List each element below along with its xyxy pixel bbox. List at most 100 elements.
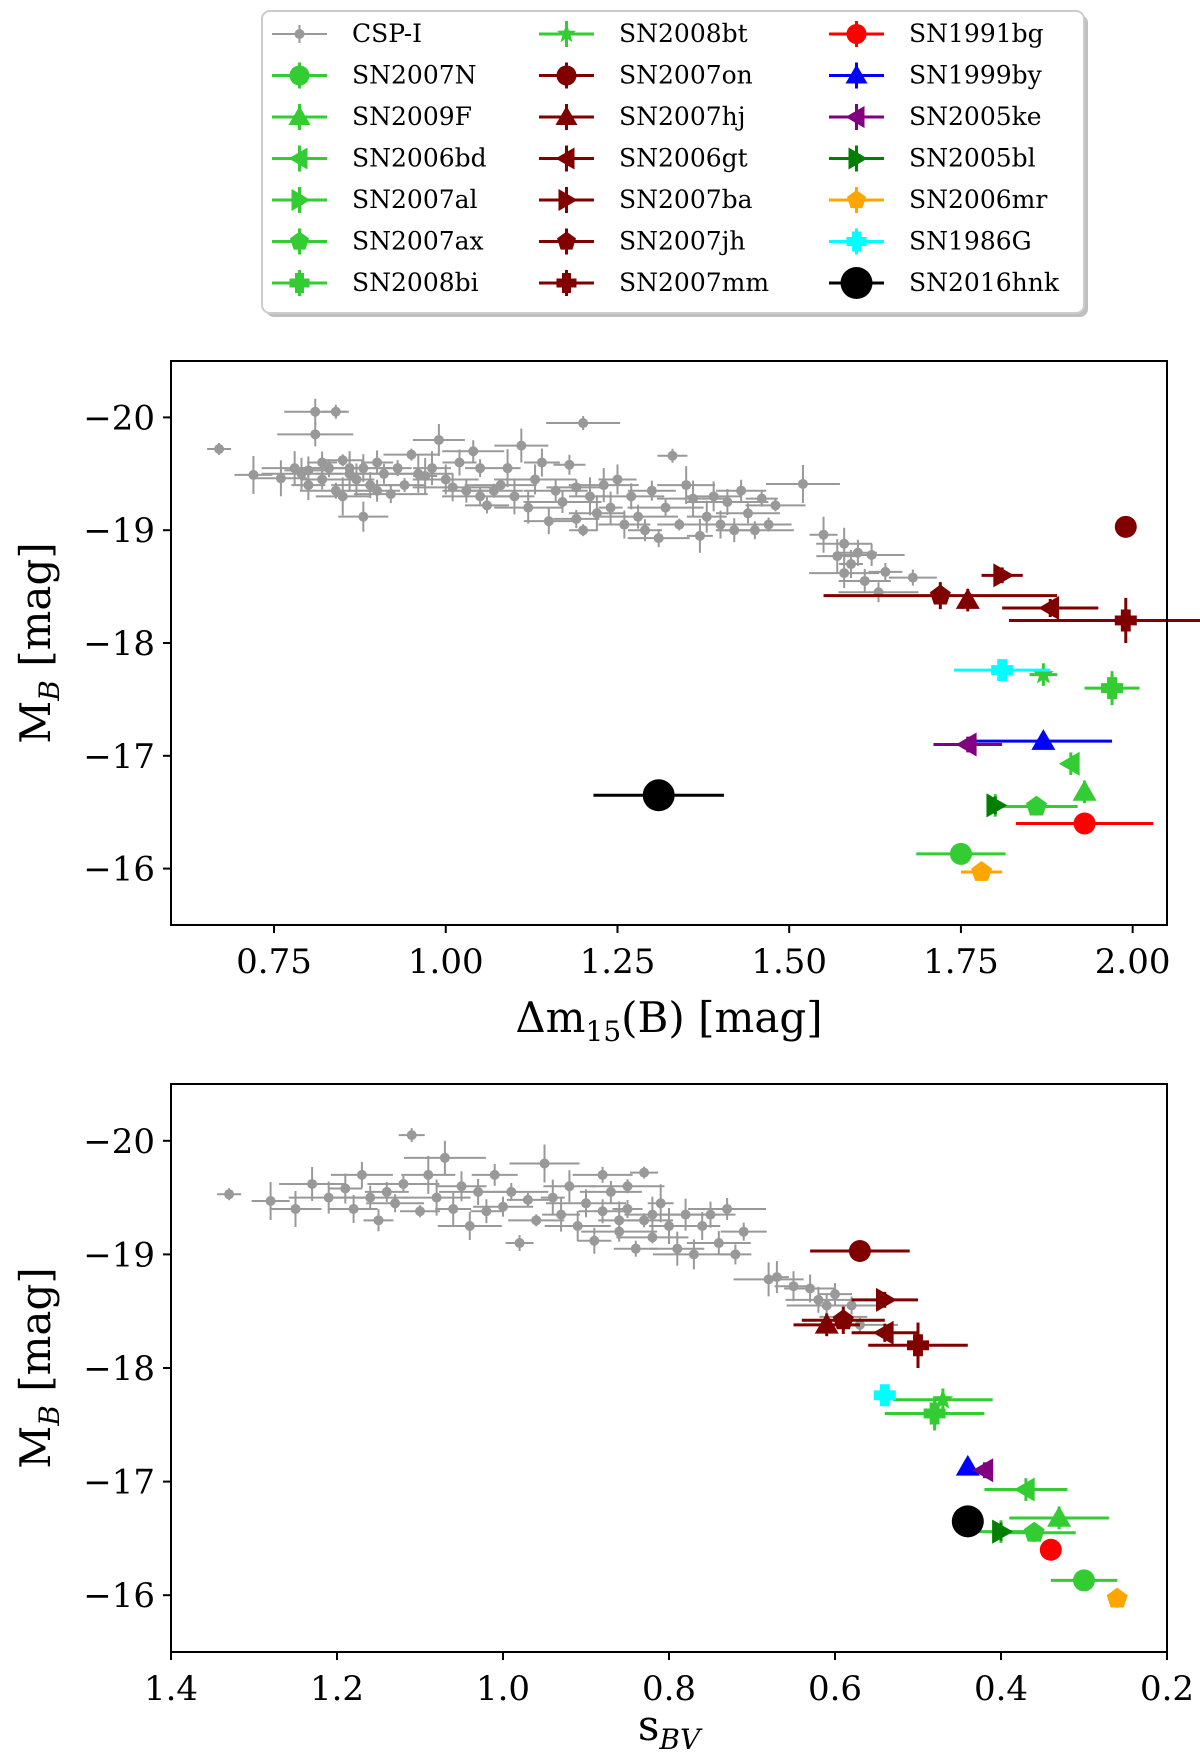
marker-sn2006bd — [1013, 1477, 1035, 1502]
csp-marker — [639, 525, 650, 536]
dm15-point-sn2016hnk — [593, 779, 724, 812]
csp-marker — [639, 1167, 650, 1178]
csp-marker — [589, 1235, 600, 1246]
marker-sn2006mr — [1106, 1587, 1128, 1608]
xlabel-dm15-rest: (B) [mag] — [621, 993, 823, 1042]
csp-marker — [390, 1198, 401, 1209]
dm15-point-sn2008bt — [1029, 663, 1058, 686]
csp-marker — [846, 559, 857, 570]
csp-marker — [813, 1294, 824, 1305]
dm15-csp-point — [838, 568, 891, 593]
plot-frame-dm15 — [170, 360, 1168, 926]
dm15-csp-point — [686, 510, 755, 539]
legend-label: SN2007ba — [619, 185, 753, 214]
csp-marker — [454, 457, 465, 468]
sbv-csp-point — [366, 1194, 425, 1213]
dm15-csp-point — [657, 448, 688, 463]
dm15-point-sn2007on — [1114, 515, 1137, 538]
csp-marker — [351, 474, 362, 485]
legend-entry-csp-i: CSP-I — [272, 19, 422, 48]
legend-label: CSP-I — [352, 19, 422, 48]
csp-marker — [612, 474, 623, 485]
legend-marker — [291, 189, 311, 211]
csp-marker — [805, 1283, 816, 1294]
sbv-csp-point — [509, 1144, 580, 1183]
sbv-xtick-label: 0.6 — [808, 1669, 862, 1709]
dm15-csp-point — [568, 495, 625, 532]
legend-label: SN1991bg — [909, 19, 1044, 48]
csp-marker — [539, 1158, 550, 1169]
marker-sn2008bi — [1101, 677, 1124, 700]
dm15-point-sn2005ke — [933, 732, 1003, 757]
dm15-ytick-label: −19 — [83, 511, 155, 551]
csp-marker — [427, 463, 438, 474]
csp-marker — [433, 434, 444, 445]
marker-sn2006gt — [1038, 596, 1060, 621]
csp-marker — [672, 1243, 683, 1254]
csp-marker — [340, 1183, 351, 1194]
dm15-csp-point — [464, 479, 537, 492]
dm15-csp-point — [494, 428, 549, 463]
csp-marker — [660, 502, 671, 513]
sbv-csp-point — [330, 1161, 393, 1188]
sbv-ytick-label: −19 — [83, 1235, 155, 1275]
marker-sn2007on — [848, 1239, 871, 1262]
legend-entry-sn1991bg: SN1991bg — [829, 19, 1044, 48]
csp-marker — [722, 1203, 733, 1214]
sbv-ytick-label: −16 — [83, 1576, 155, 1616]
marker-sn2008bt — [1032, 663, 1054, 684]
csp-marker — [523, 502, 534, 513]
ylabel-sbv: MB [mag] — [11, 1267, 66, 1468]
sbv-csp-point — [437, 1212, 502, 1240]
sbv-point-sn2007mm — [868, 1322, 968, 1368]
csp-marker — [866, 550, 877, 561]
legend-label: SN2006gt — [619, 144, 748, 173]
dm15-csp-point — [523, 508, 574, 535]
csp-marker — [522, 1194, 533, 1205]
dm15-csp-point — [868, 562, 903, 581]
dm15-xtick-label: 1.25 — [580, 942, 656, 982]
csp-marker — [310, 429, 321, 440]
csp-marker — [337, 455, 348, 466]
csp-marker — [275, 473, 286, 484]
legend: CSP-I SN2007N SN2009F SN2006bd SN2007al SN200… — [261, 10, 1088, 317]
csp-marker — [439, 1152, 450, 1163]
marker-sn2007n — [949, 842, 972, 865]
sbv-point-sn2006gt — [851, 1320, 918, 1345]
marker-sn2007ax — [1026, 795, 1047, 816]
csp-marker — [730, 1249, 741, 1260]
csp-marker — [713, 1238, 724, 1249]
dm15-point-sn2007mm — [1009, 597, 1200, 643]
csp-marker — [468, 446, 479, 457]
csp-marker — [572, 1221, 583, 1231]
csp-marker — [585, 491, 596, 502]
csp-marker — [633, 511, 644, 522]
marker-sn2007hj — [955, 588, 980, 609]
legend-marker — [845, 64, 868, 84]
sbv-xtick-label: 0.4 — [974, 1669, 1028, 1709]
csp-marker — [464, 1221, 475, 1231]
csp-marker — [303, 480, 314, 491]
legend-marker — [557, 24, 576, 43]
sbv-csp-point — [764, 1261, 789, 1294]
sbv-csp-point — [279, 1166, 346, 1201]
sbv-point-sn2006bd — [984, 1477, 1068, 1502]
csp-marker — [578, 525, 589, 536]
sbv-csp-point — [818, 1283, 852, 1306]
sbv-csp-point — [688, 1197, 767, 1220]
legend-label: SN2007jh — [619, 227, 745, 256]
csp-marker — [392, 463, 403, 474]
csp-marker — [694, 530, 705, 541]
csp-marker — [543, 516, 554, 527]
legend-marker — [289, 273, 310, 293]
dm15-ytick-label: −18 — [83, 624, 155, 664]
legend-marker — [289, 65, 310, 86]
legend-label: SN1986G — [909, 227, 1032, 256]
dm15-point-sn1991bg — [1015, 812, 1154, 835]
sbv-csp-point — [720, 1222, 767, 1241]
legend-marker — [845, 106, 865, 128]
csp-marker — [495, 480, 506, 491]
dm15-point-sn2007jh — [823, 582, 1058, 610]
csp-marker — [846, 1300, 857, 1311]
xlabel-dm15-sub: 15 — [586, 1015, 622, 1048]
